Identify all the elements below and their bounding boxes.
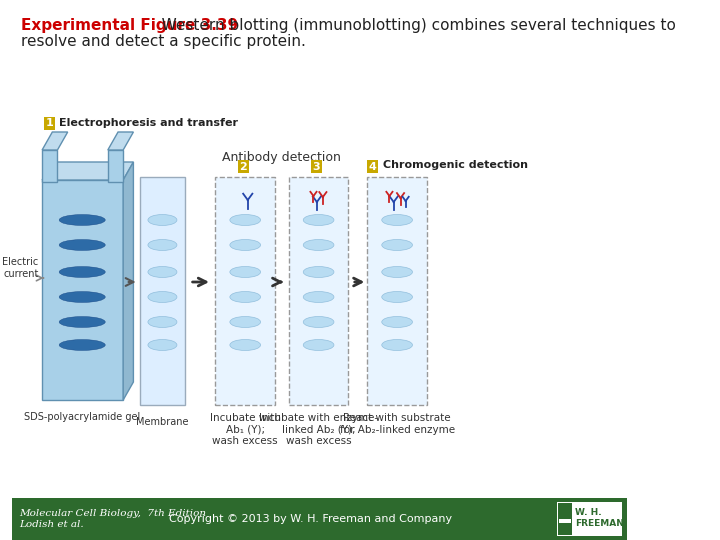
Bar [367, 177, 427, 405]
Ellipse shape [148, 214, 177, 226]
Bar [215, 177, 275, 405]
Polygon shape [123, 162, 133, 400]
Text: Electric
current: Electric current [2, 257, 39, 279]
Text: 2: 2 [239, 161, 247, 172]
Polygon shape [42, 162, 133, 180]
Ellipse shape [303, 340, 334, 350]
Text: W. H.
FREEMAN: W. H. FREEMAN [575, 508, 624, 528]
Ellipse shape [230, 340, 261, 350]
Text: Molecular Cell Biology,  7th Edition
Lodish et al.: Molecular Cell Biology, 7th Edition Lodi… [19, 509, 206, 529]
Text: Western blotting (immunoblotting) combines several techniques to: Western blotting (immunoblotting) combin… [147, 18, 676, 33]
Text: 3: 3 [312, 161, 320, 172]
Ellipse shape [303, 267, 334, 278]
Text: Incubate with enzyme-
linked Ab₂ (Y);
wash excess: Incubate with enzyme- linked Ab₂ (Y); wa… [259, 413, 378, 446]
Bar [42, 180, 123, 400]
Bar [557, 502, 621, 536]
Bar [559, 519, 571, 523]
Ellipse shape [382, 240, 413, 251]
Text: Chromogenic detection: Chromogenic detection [382, 159, 528, 170]
Text: Experimental Figure 3.39: Experimental Figure 3.39 [21, 18, 238, 33]
Ellipse shape [382, 316, 413, 327]
Bar [289, 177, 348, 405]
Bar [311, 160, 322, 173]
Ellipse shape [382, 267, 413, 278]
Ellipse shape [382, 340, 413, 350]
Bar [367, 160, 378, 173]
Ellipse shape [59, 340, 105, 350]
Ellipse shape [148, 267, 177, 278]
Bar [44, 117, 55, 130]
Text: 4: 4 [369, 161, 377, 172]
Ellipse shape [230, 214, 261, 226]
Ellipse shape [59, 214, 105, 226]
Text: Copyright © 2013 by W. H. Freeman and Company: Copyright © 2013 by W. H. Freeman and Co… [169, 514, 452, 524]
Text: resolve and detect a specific protein.: resolve and detect a specific protein. [21, 34, 305, 49]
Bar [108, 150, 123, 182]
Ellipse shape [303, 240, 334, 251]
Ellipse shape [148, 316, 177, 327]
Text: Electrophoresis and transfer: Electrophoresis and transfer [59, 118, 238, 129]
Ellipse shape [303, 316, 334, 327]
Ellipse shape [59, 316, 105, 327]
Ellipse shape [59, 292, 105, 302]
Ellipse shape [59, 240, 105, 251]
Ellipse shape [230, 240, 261, 251]
Ellipse shape [303, 292, 334, 302]
Text: 1: 1 [45, 118, 53, 129]
Ellipse shape [148, 240, 177, 251]
Ellipse shape [148, 340, 177, 350]
Text: Membrane: Membrane [136, 417, 189, 427]
Text: SDS-polyacrylamide gel: SDS-polyacrylamide gel [24, 412, 140, 422]
Ellipse shape [303, 214, 334, 226]
Ellipse shape [230, 292, 261, 302]
Text: React with substrate
for Ab₂-linked enzyme: React with substrate for Ab₂-linked enzy… [340, 413, 454, 435]
Polygon shape [108, 132, 133, 150]
Bar [238, 160, 248, 173]
Bar [12, 498, 626, 540]
Ellipse shape [382, 292, 413, 302]
Polygon shape [42, 132, 68, 150]
Ellipse shape [230, 267, 261, 278]
Ellipse shape [230, 316, 261, 327]
Ellipse shape [382, 214, 413, 226]
Ellipse shape [148, 292, 177, 302]
Text: Incubate with
Ab₁ (Y);
wash excess: Incubate with Ab₁ (Y); wash excess [210, 413, 281, 446]
Bar [559, 503, 572, 535]
Bar [42, 150, 58, 182]
Bar [140, 177, 184, 405]
Ellipse shape [59, 267, 105, 278]
Text: Antibody detection: Antibody detection [222, 151, 341, 164]
